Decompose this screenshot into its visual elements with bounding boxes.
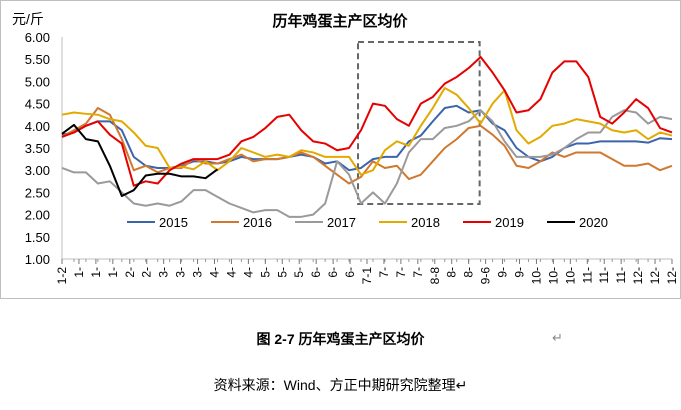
legend-label: 2019 [495, 215, 524, 230]
x-tick-label: 10- [546, 267, 560, 284]
series-line-2015 [61, 104, 673, 172]
x-tick-label: 2- [140, 267, 154, 278]
y-tick-label: 5.50 [25, 52, 50, 67]
x-tick-label: 6- [326, 267, 340, 278]
y-tick-label: 4.00 [25, 119, 50, 134]
x-tick-label: 10- [529, 267, 543, 284]
x-tick-label: 7- [411, 267, 425, 278]
chart-title: 历年鸡蛋主产区均价 [272, 12, 408, 30]
legend-label: 2020 [579, 215, 608, 230]
x-tick-label: 9-6 [479, 267, 493, 285]
x-tick-label: 9- [513, 267, 527, 278]
x-tick-label: 7- [394, 267, 408, 278]
x-tick-label: 7- [377, 267, 391, 278]
x-tick-label: 4- [208, 267, 222, 278]
x-tick-label: 3- [157, 267, 171, 278]
y-tick-label: 3.50 [25, 141, 50, 156]
x-tick-label: 3- [174, 267, 188, 278]
series-line-2016 [61, 107, 673, 185]
x-tick-label: 2- [123, 267, 137, 278]
x-tick-label: 5- [292, 267, 306, 278]
y-tick-label: 4.50 [25, 97, 50, 112]
x-tick-label: 12- [648, 267, 662, 284]
figure-caption: 图 2-7 历年鸡蛋主产区均价 [256, 331, 425, 347]
x-tick-label: 1- [72, 267, 86, 278]
legend-label: 2015 [159, 215, 188, 230]
x-tick-label: 1- [106, 267, 120, 278]
x-tick-label: 1-2 [55, 267, 69, 285]
y-tick-label: 5.00 [25, 74, 50, 89]
y-axis-label: 元/斤 [12, 11, 44, 27]
x-tick-label: 11- [597, 267, 611, 283]
x-tick-label: 8- [462, 267, 476, 278]
x-tick-label: 10- [563, 267, 577, 284]
series-line-2020 [61, 123, 219, 197]
y-tick-label: 1.00 [25, 252, 50, 267]
y-tick-label: 2.00 [25, 208, 50, 223]
legend-label: 2017 [327, 215, 356, 230]
series-line-2018 [61, 87, 673, 176]
series-line-2019 [61, 55, 673, 187]
x-tick-label: 8-8 [428, 267, 442, 285]
x-tick-label: 12- [631, 267, 645, 284]
legend-label: 2016 [243, 215, 272, 230]
series-line-2017 [61, 109, 673, 218]
legend-label: 2018 [411, 215, 440, 230]
x-tick-label: 8- [445, 267, 459, 278]
x-tick-label: 5- [258, 267, 272, 278]
y-tick-label: 6.00 [25, 30, 50, 45]
x-tick-label: 5- [275, 267, 289, 278]
x-tick-label: 11- [580, 267, 594, 283]
source-note: 资料来源：Wind、方正中期研究院整理↵ [213, 377, 468, 393]
y-tick-label: 3.00 [25, 163, 50, 178]
x-tick-label: 6- [309, 267, 323, 278]
x-tick-label: 7-1 [360, 267, 374, 285]
x-tick-label: 6- [343, 267, 357, 278]
x-tick-label: 4- [241, 267, 255, 278]
x-tick-label: 1- [89, 267, 103, 278]
x-tick-label: 3- [191, 267, 205, 278]
x-tick-label: 11- [614, 267, 628, 283]
line-chart: 历年鸡蛋主产区均价 元/斤 1.00 1.50 2.00 2.50 3.00 3.50 4.… [0, 0, 681, 299]
x-tick-label: 9- [496, 267, 510, 278]
x-tick-label: 12- [665, 267, 679, 284]
return-mark: ↵ [552, 330, 563, 345]
y-tick-label: 2.50 [25, 185, 50, 200]
y-tick-label: 1.50 [25, 230, 50, 245]
x-tick-label: 4- [224, 267, 238, 278]
